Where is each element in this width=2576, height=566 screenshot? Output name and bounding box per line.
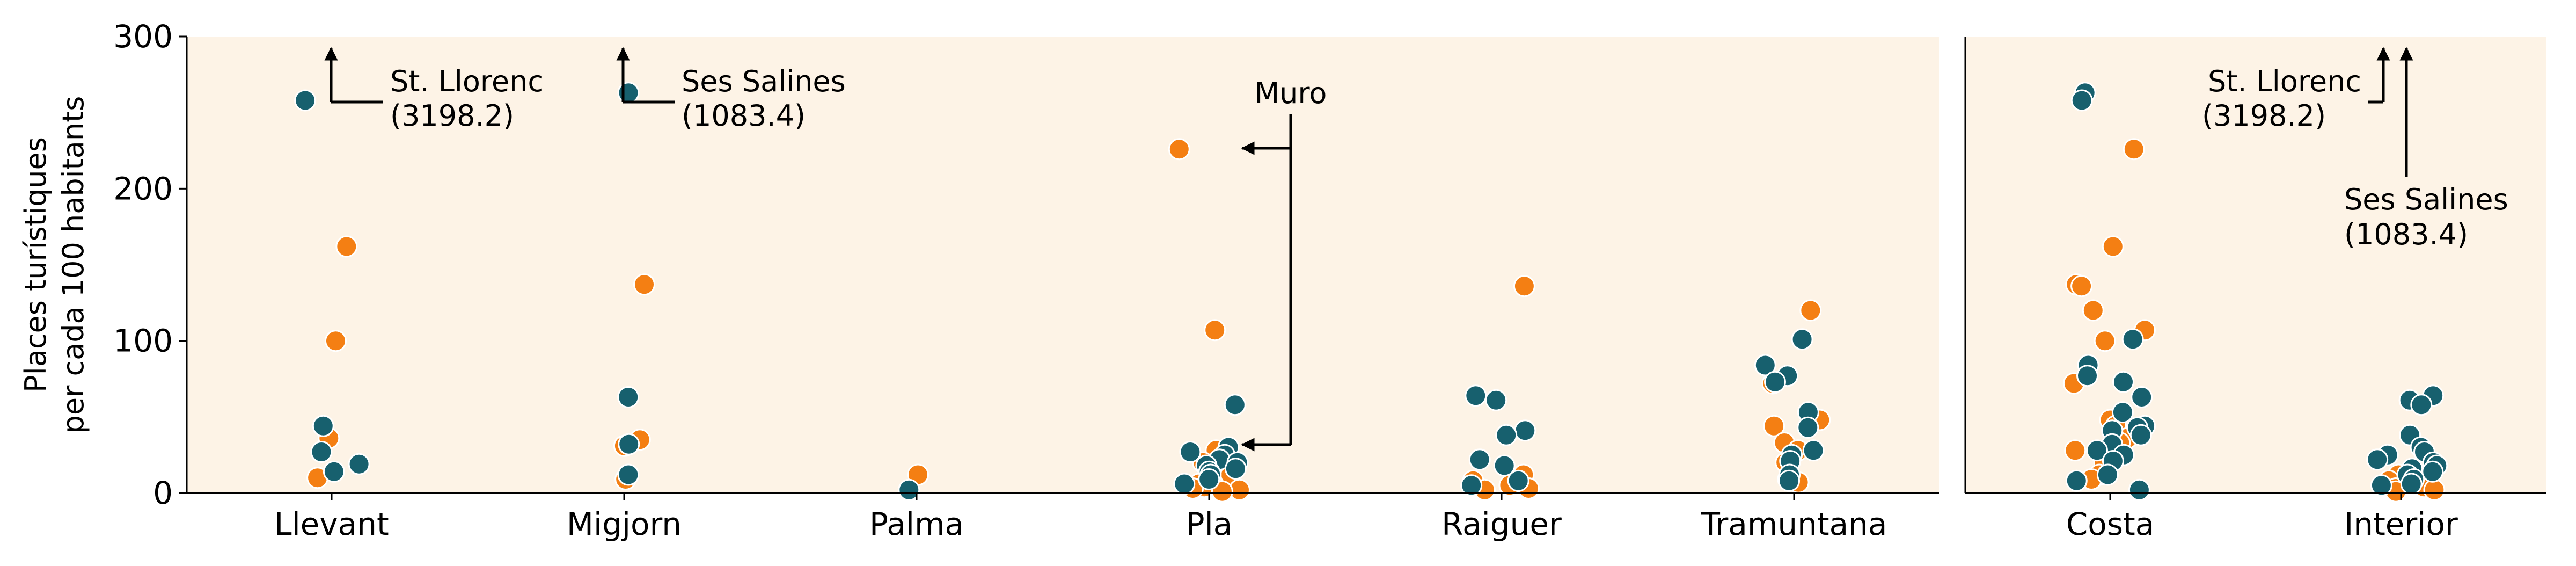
annotation-st-llorenc-panel-2-value: (3198.2) bbox=[2202, 99, 2326, 133]
point-migjorn-s0-4 bbox=[633, 273, 655, 296]
point-costa-s1-5 bbox=[2112, 371, 2134, 393]
point-pla-s0-9 bbox=[1168, 138, 1190, 161]
point-migjorn-s1-7 bbox=[618, 433, 640, 455]
point-tramuntana-s1-33 bbox=[1764, 371, 1786, 393]
point-tramuntana-s0-28 bbox=[1763, 415, 1785, 437]
panel-1-x-ticks: Llevant Migjorn Palma Pla Raiguer Tramuntana bbox=[274, 493, 1887, 542]
point-interior-s1-34 bbox=[2370, 474, 2392, 497]
point-interior-s1-26 bbox=[2366, 448, 2389, 471]
y-tick-label-300: 300 bbox=[113, 18, 173, 55]
x-tick-label-costa: Costa bbox=[2066, 506, 2154, 542]
annotation-st-llorenc-panel-2-name: St. Llorenc bbox=[2208, 64, 2361, 98]
annotation-ses-salines-panel-2-name: Ses Salines bbox=[2344, 183, 2508, 216]
point-costa-s0-12 bbox=[2064, 439, 2087, 462]
point-migjorn-s1-6 bbox=[617, 386, 640, 408]
annotation-st-llorenc-name: St. Llorenc bbox=[390, 64, 544, 98]
point-costa-s1-7 bbox=[2111, 401, 2134, 424]
point-interior-s1-33 bbox=[2400, 473, 2423, 495]
point-costa-s1-13 bbox=[2086, 439, 2108, 462]
point-llevant-s1-0 bbox=[294, 89, 317, 112]
annotation-ses-salines-panel-2: Ses Salines (1083.4) bbox=[2344, 47, 2508, 251]
point-costa-s0-6 bbox=[2094, 330, 2116, 352]
point-costa-s0-0 bbox=[2123, 138, 2145, 161]
point-llevant-s0-1 bbox=[325, 330, 347, 352]
point-pla-s1-20 bbox=[1198, 468, 1220, 490]
point-pla-s0-10 bbox=[1204, 319, 1226, 342]
point-costa-s0-1 bbox=[2102, 235, 2124, 258]
y-tick-label-0: 0 bbox=[153, 475, 173, 511]
x-tick-label-pla: Pla bbox=[1186, 506, 1233, 542]
annotation-st-llorenc-panel-2: St. Llorenc (3198.2) bbox=[2202, 47, 2390, 133]
annotation-ses-salines-name: Ses Salines bbox=[682, 64, 846, 98]
x-tick-label-tramuntana: Tramuntana bbox=[1701, 506, 1887, 542]
point-tramuntana-s1-36 bbox=[1802, 439, 1825, 462]
point-tramuntana-s1-35 bbox=[1797, 416, 1819, 439]
panel-1-background bbox=[187, 37, 1939, 493]
point-raiguer-s0-19 bbox=[1513, 275, 1535, 297]
point-raiguer-s1-27 bbox=[1493, 454, 1516, 477]
annotation-st-llorenc-panel-1: St. Llorenc (3198.2) bbox=[324, 47, 544, 133]
point-costa-s1-2 bbox=[2121, 328, 2144, 351]
point-raiguer-s1-23 bbox=[1485, 389, 1507, 411]
annotation-muro-label: Muro bbox=[1255, 76, 1327, 110]
point-raiguer-s1-22 bbox=[1465, 384, 1487, 407]
point-costa-s1-1 bbox=[2070, 89, 2093, 112]
y-tick-label-100: 100 bbox=[113, 323, 173, 359]
point-costa-s1-17 bbox=[2065, 469, 2088, 492]
y-tick-label-200: 200 bbox=[113, 170, 173, 207]
point-costa-s1-16 bbox=[2096, 463, 2119, 486]
point-migjorn-s1-8 bbox=[617, 463, 640, 486]
panel-2-x-ticks: Costa Interior bbox=[2066, 493, 2458, 542]
point-llevant-s1-2 bbox=[310, 441, 333, 463]
point-pla-s1-21 bbox=[1173, 473, 1196, 495]
annotation-ses-salines-panel-1: Ses Salines (1083.4) bbox=[616, 47, 846, 133]
panel-1-marks bbox=[294, 82, 1831, 503]
point-tramuntana-s1-30 bbox=[1791, 328, 1813, 351]
x-tick-label-raiguer: Raiguer bbox=[1441, 506, 1562, 542]
point-llevant-s1-1 bbox=[312, 415, 334, 437]
annotation-ses-salines-panel-2-value: (1083.4) bbox=[2344, 217, 2468, 251]
panel-2-marks bbox=[2062, 82, 2448, 503]
point-pla-s1-12 bbox=[1179, 441, 1202, 463]
y-axis-label-line-1: Places turístiques bbox=[19, 137, 53, 393]
annotation-st-llorenc-value: (3198.2) bbox=[390, 99, 514, 133]
point-raiguer-s1-26 bbox=[1468, 448, 1491, 471]
point-palma-s1-9 bbox=[898, 478, 920, 501]
point-costa-s0-4 bbox=[2082, 299, 2104, 322]
point-interior-s1-21 bbox=[2410, 394, 2433, 416]
point-llevant-s0-0 bbox=[335, 235, 358, 258]
point-costa-s0-3 bbox=[2070, 275, 2093, 297]
point-raiguer-s1-24 bbox=[1514, 419, 1536, 442]
point-migjorn-s1-5 bbox=[617, 82, 640, 104]
point-pla-s1-10 bbox=[1224, 394, 1246, 416]
panel-2-background bbox=[1965, 37, 2546, 493]
panel-1-y-ticks: 0 100 200 300 bbox=[113, 18, 187, 511]
annotation-muro: Muro bbox=[1241, 76, 1327, 452]
point-tramuntana-s0-25 bbox=[1799, 299, 1822, 322]
x-tick-label-palma: Palma bbox=[869, 506, 964, 542]
point-raiguer-s1-28 bbox=[1507, 469, 1529, 492]
point-raiguer-s1-25 bbox=[1495, 424, 1518, 446]
point-tramuntana-s1-31 bbox=[1754, 354, 1776, 376]
point-costa-s1-6 bbox=[2131, 386, 2153, 408]
annotation-ses-salines-value: (1083.4) bbox=[682, 99, 806, 133]
y-axis-label-line-2: per cada 100 habitants bbox=[56, 96, 90, 434]
point-interior-s1-30 bbox=[2421, 460, 2444, 483]
point-llevant-s1-4 bbox=[323, 460, 345, 483]
point-costa-s1-11 bbox=[2129, 424, 2152, 446]
x-tick-label-migjorn: Migjorn bbox=[567, 506, 682, 542]
point-raiguer-s1-29 bbox=[1460, 474, 1483, 497]
point-costa-s1-18 bbox=[2128, 478, 2150, 501]
point-costa-s1-4 bbox=[2076, 365, 2098, 387]
x-tick-label-llevant: Llevant bbox=[274, 506, 389, 542]
point-tramuntana-s1-40 bbox=[1778, 469, 1801, 492]
point-llevant-s1-3 bbox=[348, 453, 370, 475]
point-pla-s1-17 bbox=[1224, 458, 1247, 480]
x-tick-label-interior: Interior bbox=[2344, 506, 2458, 542]
point-interior-s0-21 bbox=[2423, 478, 2446, 501]
